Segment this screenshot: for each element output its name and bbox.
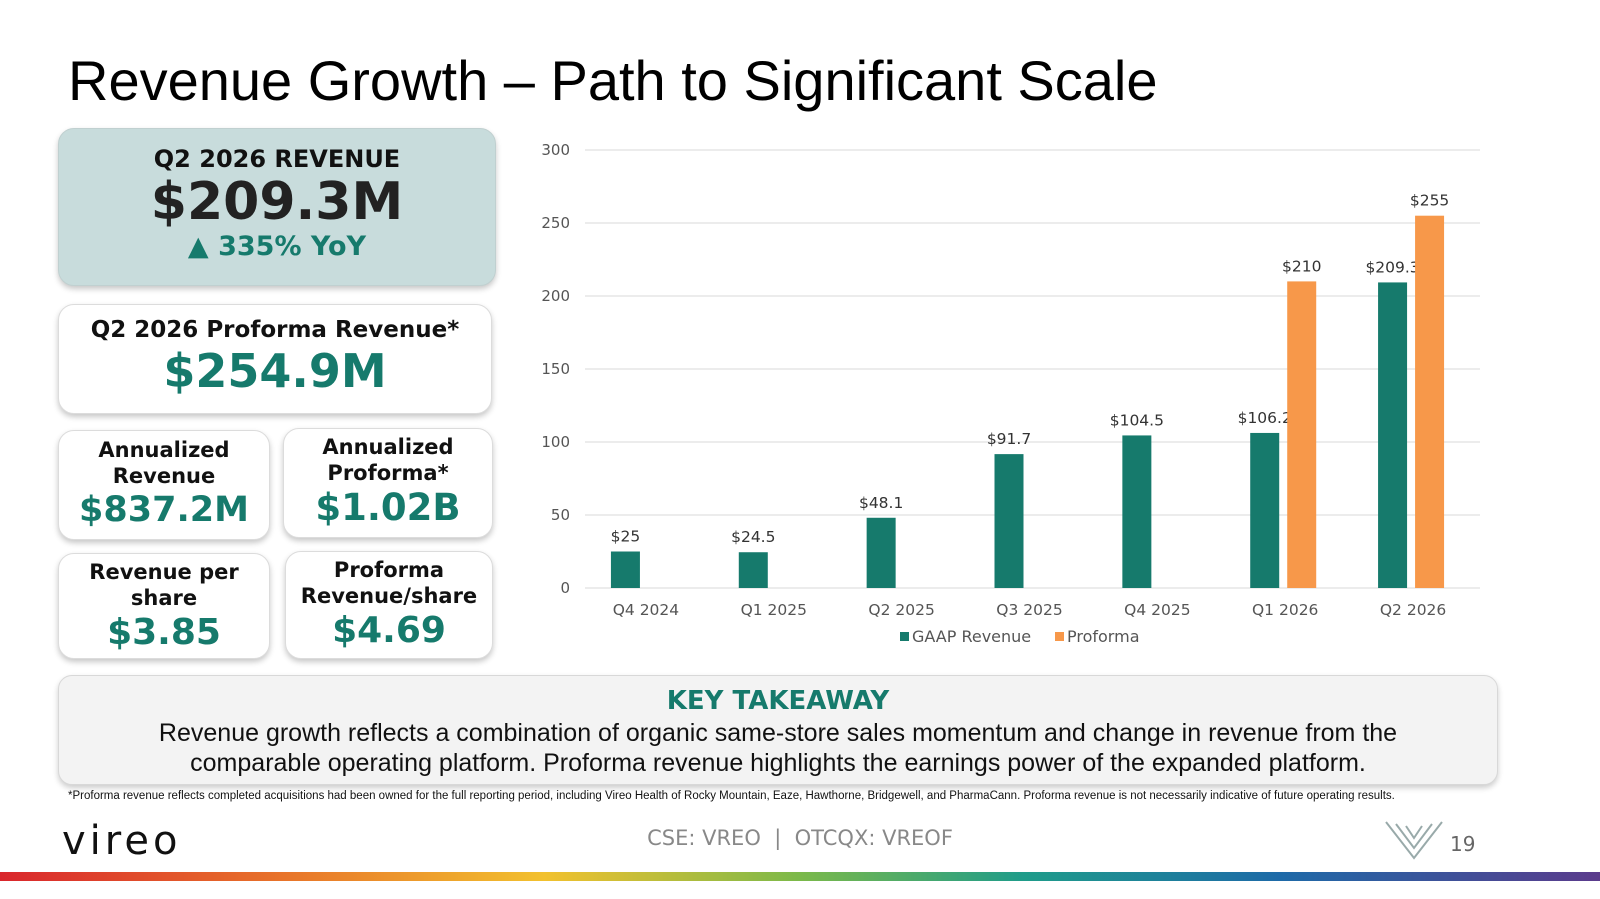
q2-proforma-value: $254.9M: [163, 344, 387, 398]
data-label: $106.2: [1238, 409, 1292, 427]
revenue-per-share-label-2: share: [130, 586, 198, 610]
y-tick-label: 200: [541, 287, 570, 305]
proforma-per-share-card: Proforma Revenue/share $4.69: [285, 551, 493, 659]
annualized-revenue-label-1: Annualized: [98, 438, 230, 462]
data-label: $48.1: [859, 494, 903, 512]
x-tick-label: Q4 2024: [613, 601, 679, 619]
proforma-bar-q2-2026: [1415, 215, 1445, 588]
y-tick-label: 250: [541, 214, 570, 232]
proforma-per-share-label-2: Revenue/share: [300, 584, 478, 608]
gaap-bar-q4-2024: [610, 551, 640, 588]
annualized-proforma-label-2: Proforma*: [327, 461, 449, 485]
key-takeaway-body: Revenue growth reflects a combination of…: [158, 719, 1398, 777]
key-takeaway-title: KEY TAKEAWAY: [666, 686, 890, 716]
q2-revenue-value: $209.3M: [150, 172, 404, 232]
data-label: $255: [1410, 192, 1449, 210]
annualized-revenue-value: $837.2M: [79, 490, 249, 530]
x-tick-label: Q1 2026: [1252, 601, 1318, 619]
data-label: $25: [611, 528, 641, 546]
legend-swatch: [900, 632, 909, 641]
footer-color-band: [0, 872, 1600, 881]
q2-proforma-card: Q2 2026 Proforma Revenue* $254.9M: [58, 304, 492, 414]
annualized-revenue-card: Annualized Revenue $837.2M: [58, 430, 270, 540]
legend-swatch: [1055, 632, 1064, 641]
annualized-revenue-label-2: Revenue: [112, 464, 216, 488]
revenue-per-share-label-1: Revenue per: [89, 560, 239, 584]
data-label: $104.5: [1110, 411, 1164, 429]
x-tick-label: Q2 2026: [1380, 601, 1446, 619]
x-tick-label: Q1 2025: [741, 601, 807, 619]
chart-legend: GAAP Revenue Proforma: [900, 627, 1140, 646]
chart-x-axis: Q4 2024 Q1 2025 Q2 2025 Q3 2025 Q4 2025 Q1 20…: [613, 601, 1447, 619]
proforma-bar-q1-2026: [1287, 281, 1317, 588]
gaap-bar-q2-2026: [1378, 282, 1408, 588]
x-tick-label: Q3 2025: [996, 601, 1062, 619]
revenue-per-share-value: $3.85: [107, 612, 221, 653]
gaap-bar-q3-2025: [994, 454, 1024, 588]
q2-revenue-label: Q2 2026 REVENUE: [153, 145, 401, 173]
gaap-bar-q1-2025: [738, 552, 768, 588]
y-tick-label: 0: [560, 579, 570, 597]
data-label: $209.3: [1365, 258, 1419, 276]
proforma-per-share-label-1: Proforma: [333, 558, 445, 582]
gaap-bar-q1-2026: [1250, 432, 1280, 588]
y-tick-label: 300: [541, 141, 570, 159]
page-number: 19: [1450, 832, 1476, 856]
gaap-bar-q2-2025: [866, 517, 896, 588]
vireo-logo: vireo: [62, 818, 182, 864]
revenue-bar-chart: 0 50 100 150 200 250 300 $25 $24.5 $48.1 $91.7 $10…: [541, 141, 1480, 646]
data-label: $24.5: [731, 528, 775, 546]
legend-label: Proforma: [1067, 627, 1140, 646]
ticker-symbols: CSE: VREO | OTCQX: VREOF: [647, 826, 953, 850]
footnote: *Proforma revenue reflects completed acq…: [68, 790, 1395, 802]
chart-bars: $25 $24.5 $48.1 $91.7 $104.5 $106.2 $210 $209.3…: [610, 192, 1449, 588]
y-tick-label: 50: [551, 506, 570, 524]
y-tick-label: 100: [541, 433, 570, 451]
q2-proforma-label: Q2 2026 Proforma Revenue*: [90, 317, 460, 343]
gaap-bar-q4-2025: [1122, 435, 1152, 588]
x-tick-label: Q4 2025: [1124, 601, 1190, 619]
x-tick-label: Q2 2025: [868, 601, 934, 619]
revenue-per-share-card: Revenue per share $3.85: [58, 553, 270, 659]
slide-title: Revenue Growth – Path to Significant Sca…: [68, 49, 1158, 112]
annualized-proforma-value: $1.02B: [315, 486, 461, 529]
chart-y-axis: 0 50 100 150 200 250 300: [541, 141, 570, 597]
q2-revenue-yoy: ▲ 335% YoY: [187, 231, 367, 262]
data-label: $91.7: [987, 430, 1031, 448]
chart-gridlines: [585, 149, 1480, 589]
key-takeaway-box: KEY TAKEAWAY Revenue growth reflects a c…: [58, 675, 1498, 785]
y-tick-label: 150: [541, 360, 570, 378]
data-label: $210: [1282, 257, 1321, 275]
proforma-per-share-value: $4.69: [332, 610, 446, 651]
annualized-proforma-label-1: Annualized: [322, 435, 454, 459]
annualized-proforma-card: Annualized Proforma* $1.02B: [283, 428, 493, 538]
q2-revenue-card: Q2 2026 REVENUE $209.3M ▲ 335% YoY: [58, 128, 496, 286]
legend-label: GAAP Revenue: [912, 627, 1031, 646]
vireo-v-icon: [1385, 821, 1443, 860]
